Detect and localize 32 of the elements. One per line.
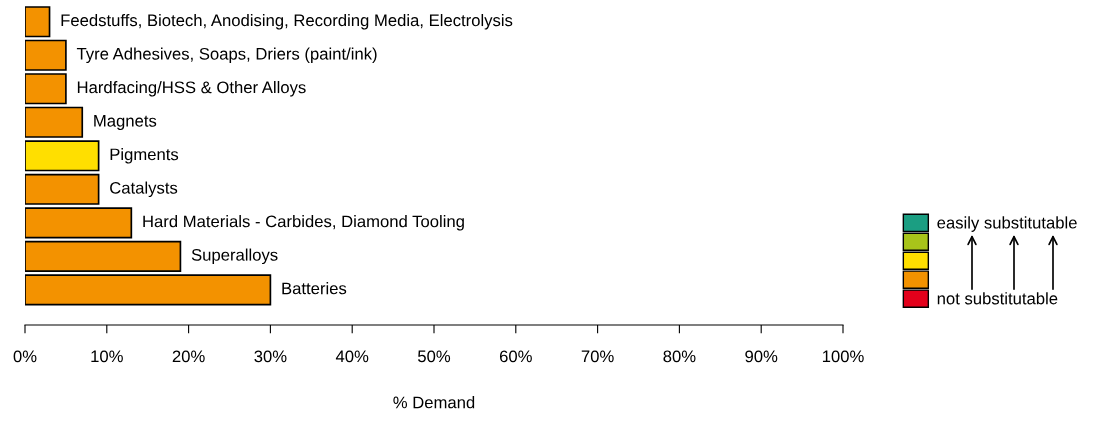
x-tick-label: 80% (663, 350, 696, 363)
y-tick-label: Pigments (110, 148, 179, 164)
x-tick-label: 60% (499, 350, 532, 363)
legend-label: not substitutable (937, 292, 1058, 305)
y-tick-label: Superalloys (191, 248, 278, 265)
x-axis-title: % Demand (393, 396, 475, 409)
x-tick-label: 10% (91, 350, 123, 363)
legend-label: easily substitutable (937, 216, 1077, 232)
y-tick-label: Feedstuffs, Biotech, Anodising, Recording Media, Electrolysis (61, 13, 513, 30)
x-tick-label: 0% (13, 350, 37, 363)
bar (25, 6, 51, 38)
y-tick-label: Tyre Adhesives, Soaps, Driers (paint/ink) (76, 47, 377, 64)
x-tick-label: 90% (745, 350, 778, 363)
bar (25, 140, 100, 172)
y-tick-label: Magnets (94, 115, 157, 131)
bar (25, 274, 272, 306)
y-tick-label: Catalysts (110, 181, 178, 198)
bar (25, 173, 100, 205)
x-tick-label: 30% (254, 350, 287, 363)
bar (25, 73, 67, 105)
y-tick-label: Batteries (282, 282, 347, 295)
x-tick-label: 20% (172, 350, 205, 363)
x-tick-label: 70% (581, 350, 614, 363)
bar (25, 106, 84, 138)
bar (25, 207, 133, 239)
y-tick-label: Hardfacing/HSS & Other Alloys (77, 81, 306, 97)
x-tick-label: 40% (335, 350, 369, 363)
bar (25, 240, 182, 272)
x-tick-label: 100% (822, 350, 864, 363)
y-tick-label: Hard Materials - Carbides, Diamond Tooling (143, 215, 464, 231)
bar (25, 39, 67, 71)
x-tick-label: 50% (417, 350, 451, 363)
